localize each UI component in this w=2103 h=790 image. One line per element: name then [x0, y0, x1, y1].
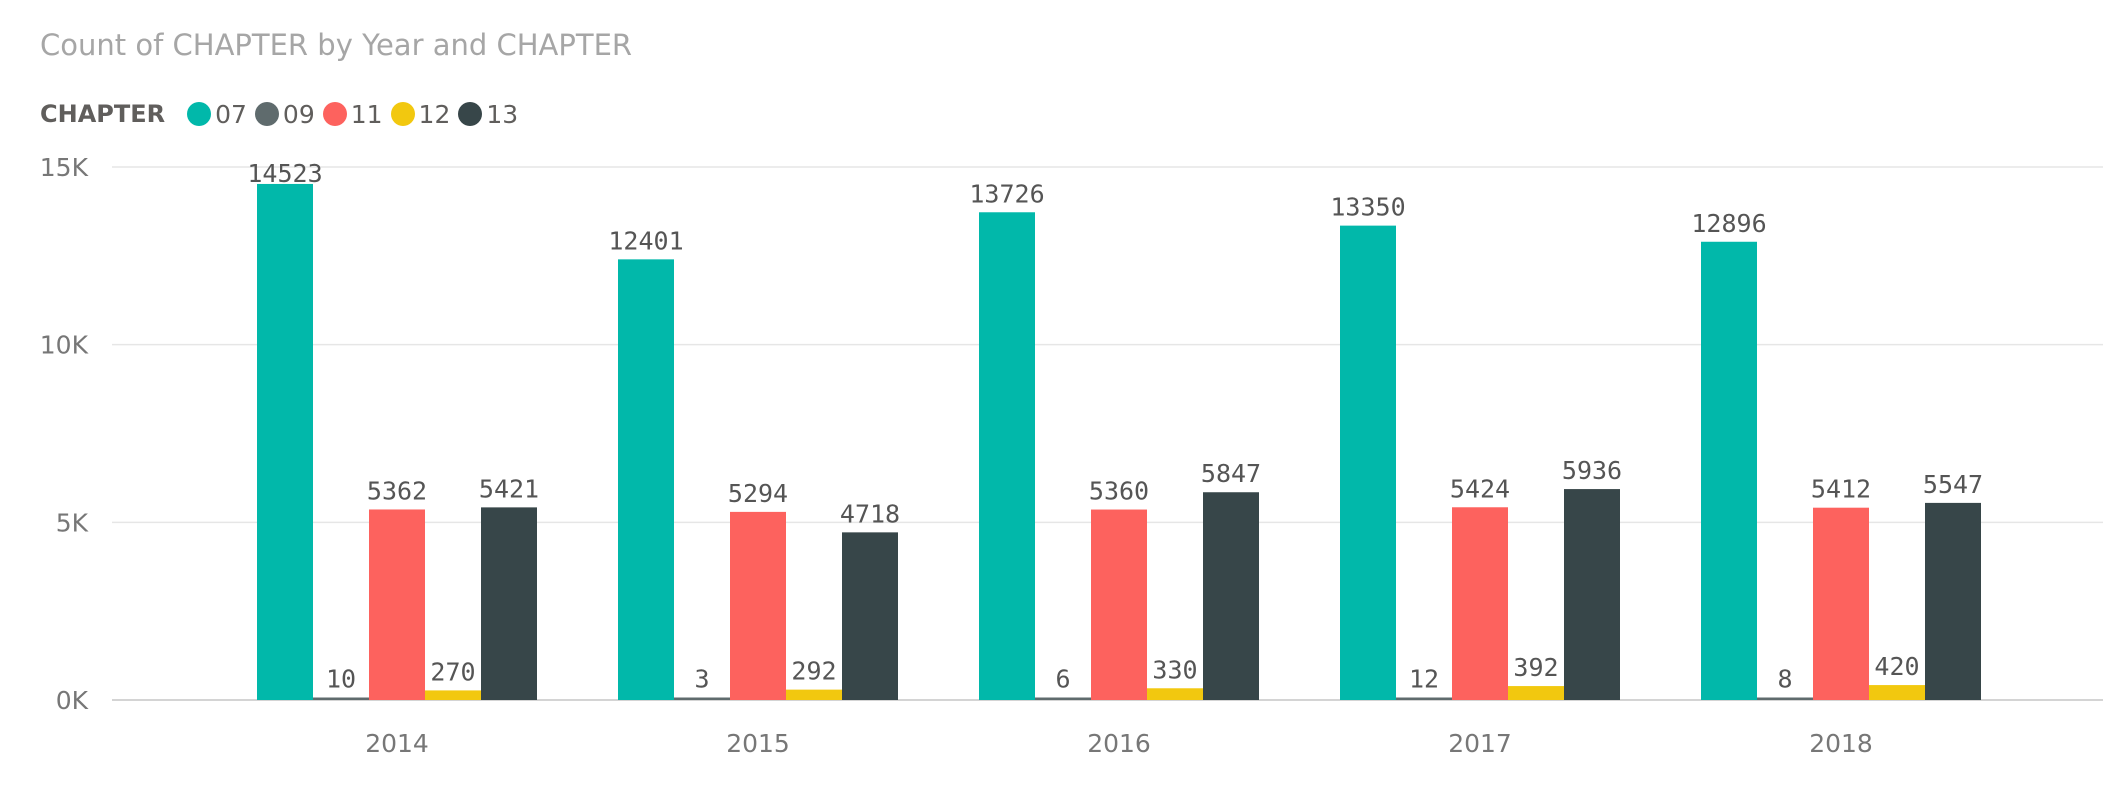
data-label-11-2018: 5412 [1811, 475, 1871, 504]
data-label-11-2015: 5294 [728, 479, 788, 508]
legend-item-12[interactable]: 12 [390, 99, 451, 129]
bar-13-2015[interactable] [842, 532, 898, 700]
bar-09-2018[interactable] [1757, 697, 1813, 701]
legend-item-13[interactable]: 13 [458, 100, 518, 129]
x-tick-label: 2015 [726, 729, 790, 758]
data-label-07-2016: 13726 [969, 179, 1044, 208]
bar-12-2014[interactable] [425, 690, 481, 700]
data-label-13-2015: 4718 [840, 499, 900, 528]
bar-09-2016[interactable] [1035, 697, 1091, 701]
legend-item-09[interactable]: 09 [254, 99, 315, 129]
legend-items: 07 09 11 12 13 [187, 100, 526, 129]
data-label-13-2014: 5421 [479, 474, 539, 503]
data-label-13-2016: 5847 [1201, 459, 1261, 488]
legend-item-11[interactable]: 11 [322, 99, 383, 129]
legend-swatch-12 [390, 102, 415, 126]
bar-12-2015[interactable] [786, 689, 842, 700]
data-label-07-2017: 13350 [1330, 193, 1405, 222]
x-axis: 2014 2015 2016 2017 2018 [365, 729, 1873, 758]
data-label-11-2017: 5424 [1450, 474, 1510, 503]
data-label-11-2016: 5360 [1089, 477, 1149, 506]
legend-label-07: 07 [215, 99, 247, 129]
x-tick-label: 2016 [1087, 729, 1151, 758]
data-label-09-2016: 6 [1055, 665, 1070, 694]
x-tick-label: 2014 [365, 729, 429, 758]
bar-12-2016[interactable] [1147, 688, 1203, 700]
legend-swatch-13 [458, 102, 483, 126]
legend-label-11: 11 [350, 99, 383, 129]
data-label-11-2014: 5362 [367, 476, 427, 505]
bars [257, 183, 1981, 701]
data-label-07-2018: 12896 [1691, 209, 1766, 238]
data-label-09-2018: 8 [1777, 665, 1792, 694]
legend-swatch-09 [254, 102, 279, 126]
bar-11-2014[interactable] [369, 509, 425, 700]
x-tick-label: 2017 [1448, 729, 1512, 758]
bar-11-2018[interactable] [1813, 507, 1869, 700]
data-label-09-2014: 10 [326, 665, 356, 694]
bar-13-2018[interactable] [1925, 502, 1981, 700]
bar-07-2017[interactable] [1340, 225, 1396, 700]
bar-13-2016[interactable] [1203, 492, 1259, 700]
bar-07-2018[interactable] [1701, 241, 1757, 700]
legend: CHAPTER 07 09 11 12 13 [40, 96, 526, 132]
y-tick-label: 15K [40, 153, 89, 182]
y-tick-label: 5K [56, 508, 89, 537]
data-label-09-2017: 12 [1409, 665, 1439, 694]
chart-title: Count of CHAPTER by Year and CHAPTER [40, 28, 633, 62]
legend-swatch-11 [322, 102, 347, 126]
bar-11-2015[interactable] [730, 511, 786, 700]
data-label-13-2017: 5936 [1562, 456, 1622, 485]
y-tick-label: 0K [56, 686, 89, 715]
bar-12-2018[interactable] [1869, 685, 1925, 700]
data-labels: 14523 10 5362 270 5421 12401 3 5294 292 4718 13726… [247, 159, 1983, 694]
bar-11-2017[interactable] [1452, 507, 1508, 700]
data-label-12-2014: 270 [430, 657, 475, 686]
data-label-12-2017: 392 [1513, 653, 1558, 682]
data-label-09-2015: 3 [694, 665, 709, 694]
data-label-12-2016: 330 [1152, 655, 1197, 684]
legend-swatch-07 [187, 102, 212, 126]
legend-label-12: 12 [418, 99, 451, 129]
bar-13-2014[interactable] [481, 507, 537, 700]
bar-07-2015[interactable] [618, 259, 674, 700]
data-label-07-2015: 12401 [608, 226, 683, 255]
data-label-07-2014: 14523 [247, 159, 322, 188]
bar-09-2015[interactable] [674, 697, 730, 701]
bar-11-2016[interactable] [1091, 509, 1147, 700]
data-label-13-2018: 5547 [1923, 470, 1983, 499]
bar-09-2014[interactable] [313, 697, 369, 701]
bar-07-2014[interactable] [257, 183, 313, 700]
data-label-12-2018: 420 [1874, 652, 1919, 681]
x-tick-label: 2018 [1809, 729, 1873, 758]
legend-label-13: 13 [486, 99, 519, 129]
bar-09-2017[interactable] [1396, 697, 1452, 701]
bar-13-2017[interactable] [1564, 489, 1620, 700]
legend-label-09: 09 [282, 99, 315, 129]
bar-07-2016[interactable] [979, 212, 1035, 700]
y-axis: 0K 5K 10K 15K [40, 153, 89, 715]
y-tick-label: 10K [40, 331, 89, 360]
bar-12-2017[interactable] [1508, 686, 1564, 700]
legend-title: CHAPTER [40, 100, 166, 128]
legend-item-07[interactable]: 07 [187, 100, 247, 129]
data-label-12-2015: 292 [791, 657, 836, 686]
